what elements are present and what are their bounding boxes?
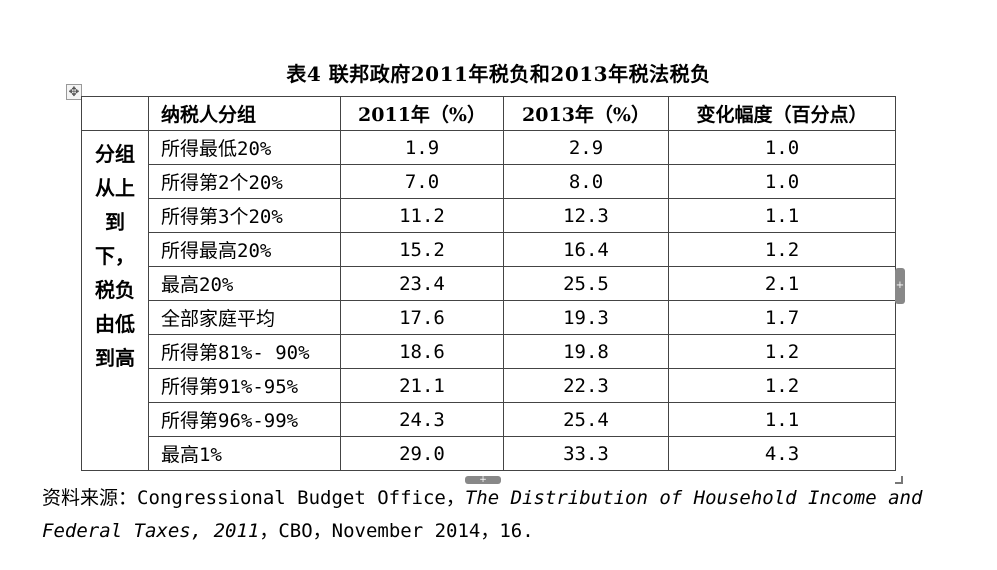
table-row: 最高20% 23.4 25.5 2.1 [82,266,896,301]
row-group-label-line: 到高 [95,346,135,370]
value-2011-cell: 23.4 [340,266,504,301]
change-cell: 1.2 [668,334,896,369]
value-2013-cell: 25.4 [503,402,669,437]
table-row: 所得第3个20% 11.2 12.3 1.1 [82,198,896,233]
row-group-label-line: 税负 [95,278,135,302]
value-2013-cell: 12.3 [503,198,669,233]
header-empty [81,96,149,131]
group-cell: 所得第96%-99% [148,402,341,437]
value-2013-cell: 25.5 [503,266,669,301]
change-cell: 4.3 [668,436,896,471]
value-2011-cell: 7.0 [340,164,504,199]
table-resize-corner-icon[interactable] [895,476,903,484]
table-row: 所得最高20% 15.2 16.4 1.2 [82,232,896,267]
row-group-label-line: 分组 [95,142,135,166]
value-2013-cell: 33.3 [503,436,669,471]
value-2011-cell: 11.2 [340,198,504,233]
table-row: 所得第96%-99% 24.3 25.4 1.1 [82,402,896,437]
change-cell: 1.2 [668,368,896,403]
row-group-label-line: 到 [105,210,125,234]
header-change: 变化幅度（百分点） [668,96,896,131]
group-cell: 所得第91%-95% [148,368,341,403]
group-cell: 所得最低20% [148,130,341,165]
value-2011-cell: 21.1 [340,368,504,403]
source-prefix: 资料来源：Congressional Budget Office， [42,487,465,509]
header-2013: 2013年（%） [503,96,669,131]
header-group: 纳税人分组 [148,96,341,131]
table-row: 最高1% 29.0 33.3 4.3 [82,436,896,471]
group-cell: 最高1% [148,436,341,471]
value-2013-cell: 22.3 [503,368,669,403]
group-cell: 所得第2个20% [148,164,341,199]
value-2011-cell: 18.6 [340,334,504,369]
group-cell: 所得最高20% [148,232,341,267]
group-cell: 全部家庭平均 [148,300,341,335]
group-cell: 所得第81%- 90% [148,334,341,369]
row-group-label: 分组从上到下， 税负由低到高 [81,130,149,471]
source-note: 资料来源：Congressional Budget Office，The Dis… [42,482,972,548]
row-group-label-line: 从上 [95,176,135,200]
table-row: 所得第91%-95% 21.1 22.3 1.2 [82,368,896,403]
change-cell: 1.2 [668,232,896,267]
value-2013-cell: 8.0 [503,164,669,199]
table-title: 表4 联邦政府2011年税负和2013年税法税负 [286,62,711,86]
value-2011-cell: 29.0 [340,436,504,471]
change-cell: 1.7 [668,300,896,335]
change-cell: 2.1 [668,266,896,301]
value-2011-cell: 24.3 [340,402,504,437]
table-row: 分组从上到下， 税负由低到高 所得最低20% 1.9 2.9 1.0 [81,130,896,471]
table-row: 所得第2个20% 7.0 8.0 1.0 [82,164,896,199]
source-italic-title: The Distribution of Household Income and… [42,487,923,542]
value-2013-cell: 19.3 [503,300,669,335]
change-cell: 1.1 [668,198,896,233]
row-group-label-line: 由低 [95,312,135,336]
table-row: 全部家庭平均 17.6 19.3 1.7 [82,300,896,335]
change-cell: 1.1 [668,402,896,437]
tax-burden-table: 纳税人分组 2011年（%） 2013年（%） 变化幅度（百分点） 分组从上到下… [81,96,896,471]
value-2013-cell: 19.8 [503,334,669,369]
change-cell: 1.0 [668,130,896,165]
table-move-handle-icon[interactable]: ✥ [66,84,82,100]
value-2011-cell: 17.6 [340,300,504,335]
group-cell: 所得第3个20% [148,198,341,233]
value-2011-cell: 1.9 [340,130,504,165]
value-2011-cell: 15.2 [340,232,504,267]
group-cell: 最高20% [148,266,341,301]
column-insert-handle-icon[interactable]: + [465,476,501,485]
value-2013-cell: 2.9 [503,130,669,165]
table-header-row: 纳税人分组 2011年（%） 2013年（%） 变化幅度（百分点） [81,96,896,131]
header-2011: 2011年（%） [340,96,504,131]
table-row: 所得第81%- 90% 18.6 19.8 1.2 [82,334,896,369]
source-suffix: ，CBO，November 2014，16. [259,520,534,542]
row-group-label-line: 下， [95,244,135,268]
change-cell: 1.0 [668,164,896,199]
value-2013-cell: 16.4 [503,232,669,267]
row-insert-handle-icon[interactable]: + [895,268,905,304]
